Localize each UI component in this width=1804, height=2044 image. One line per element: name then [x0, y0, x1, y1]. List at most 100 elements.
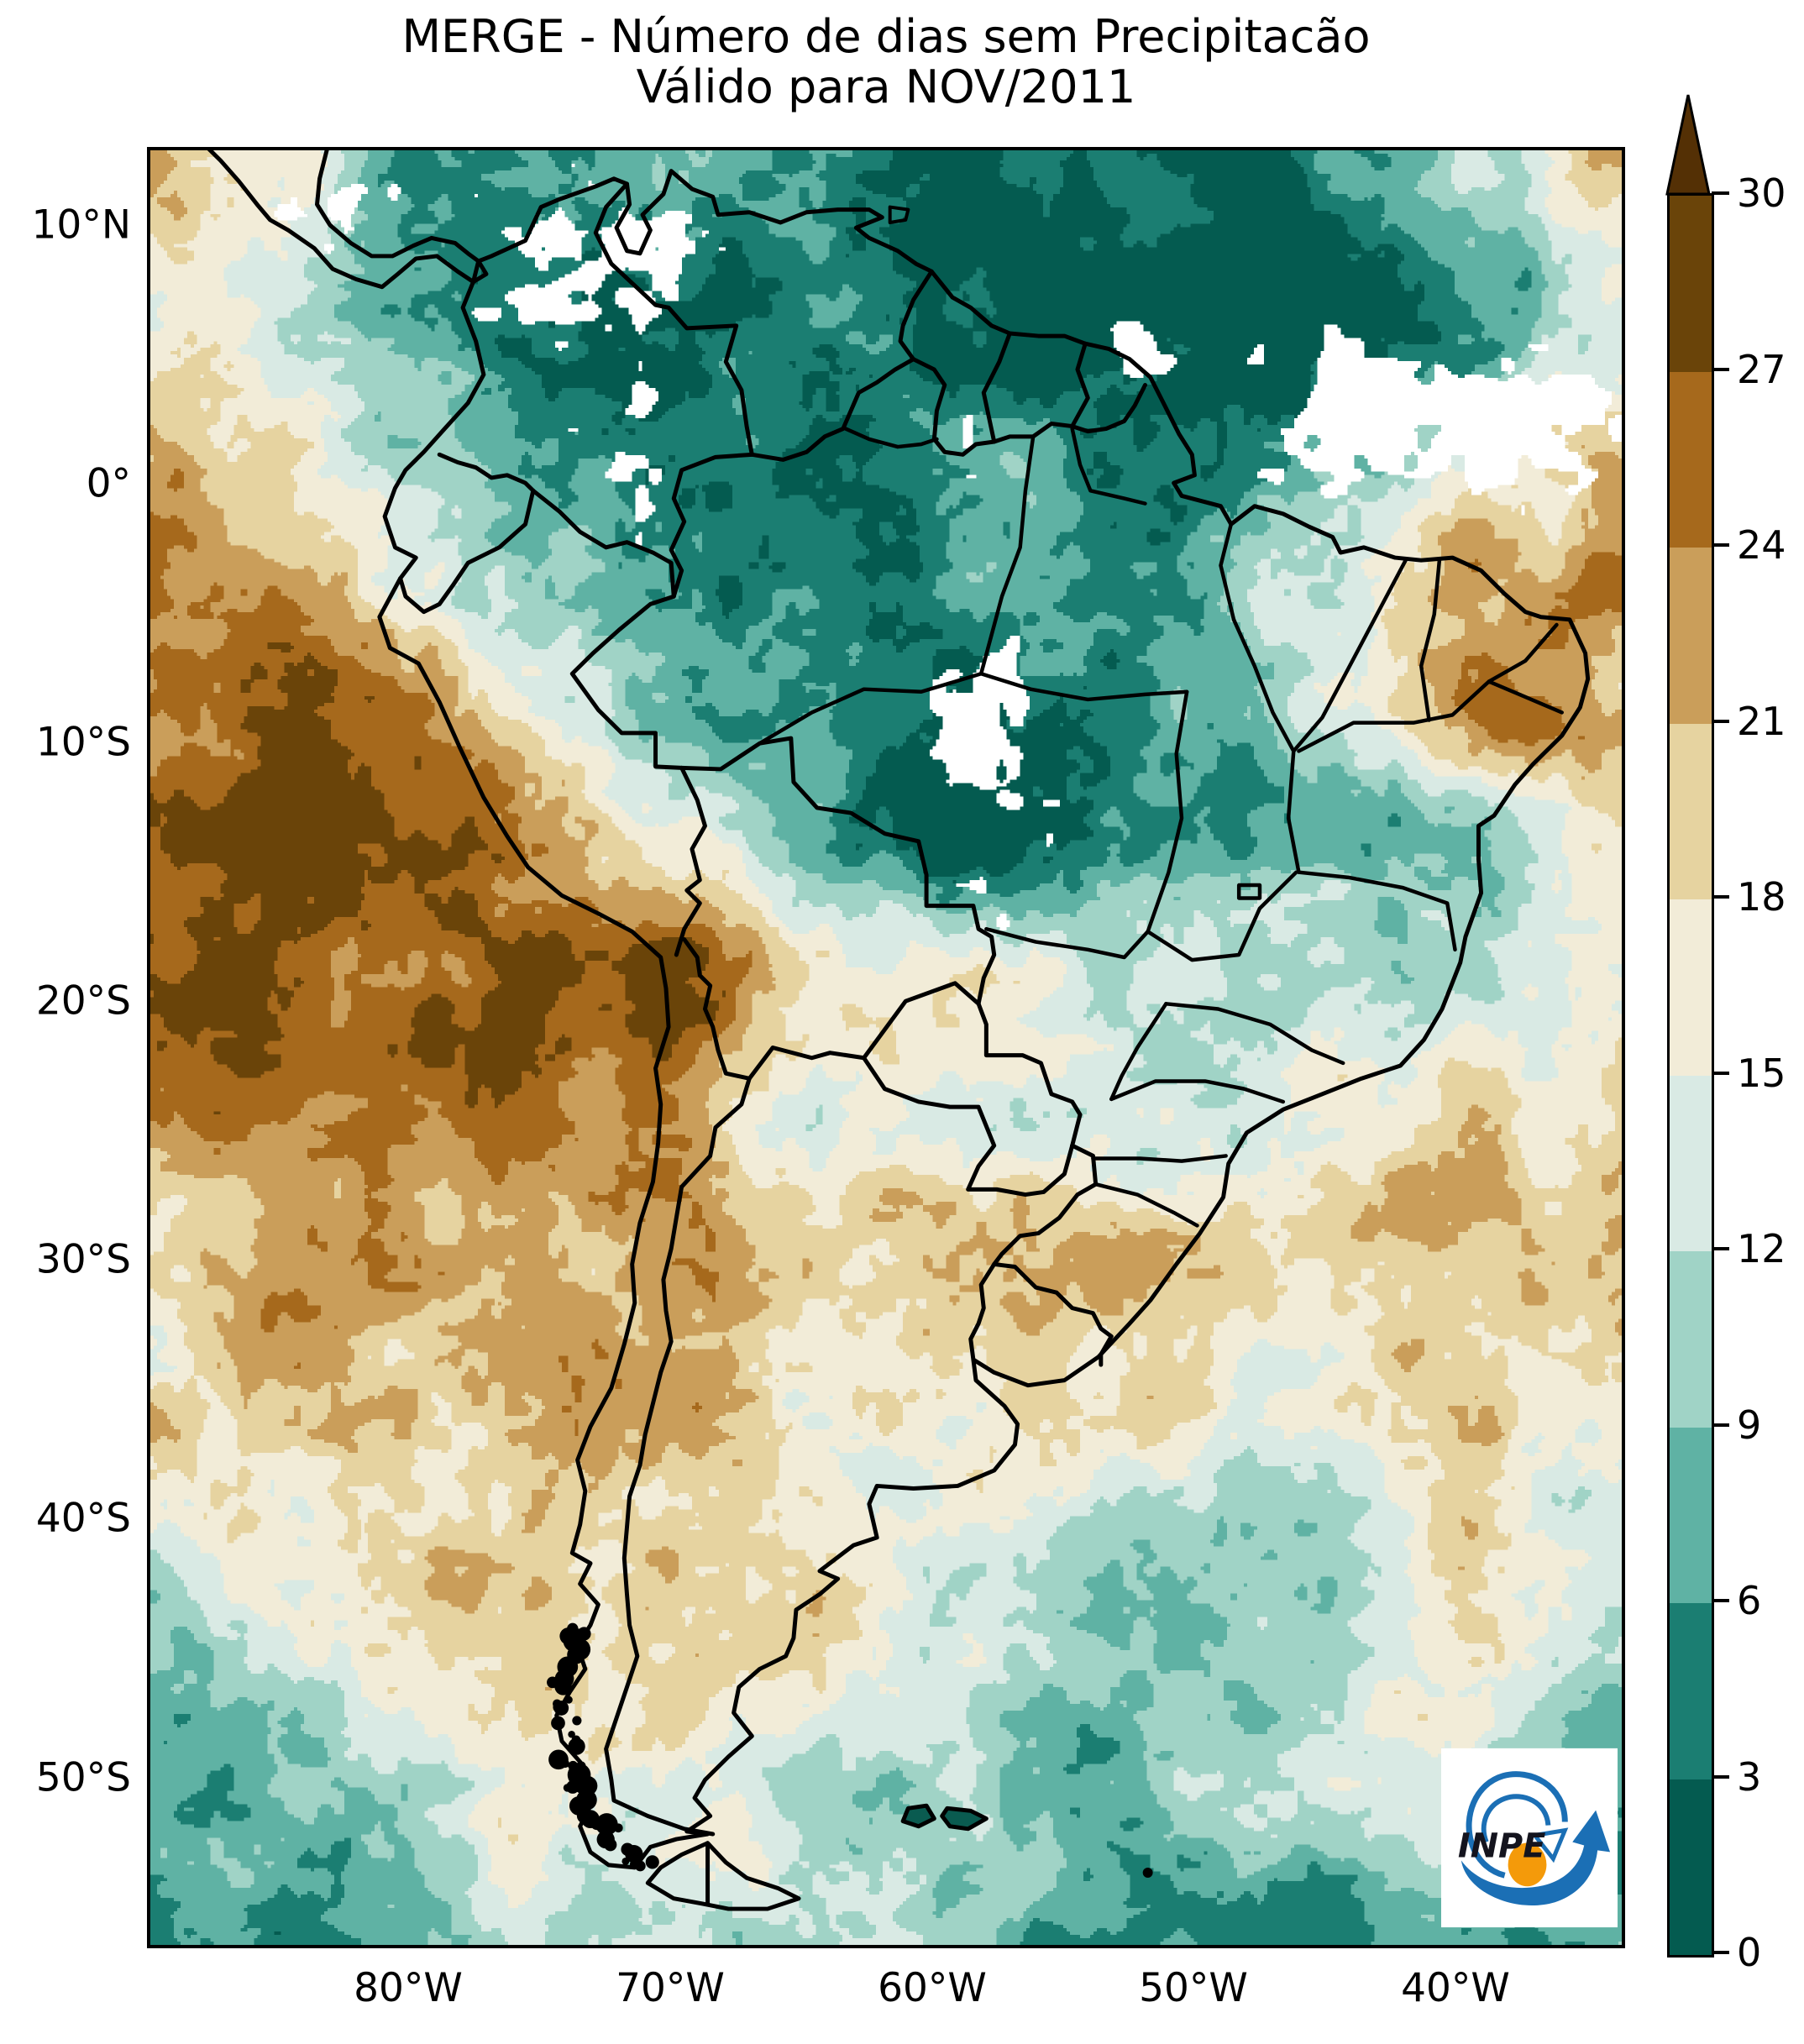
state-border [1419, 558, 1442, 722]
country-border [968, 1261, 997, 1362]
country-border [898, 269, 934, 362]
country-border [531, 488, 676, 599]
colorbar-extend-arrow [1665, 94, 1711, 196]
country-border [437, 452, 536, 493]
fjord-landmass-speckle [554, 1678, 572, 1695]
inpe-logo: INPE [1440, 1748, 1618, 1928]
central-america-pacific-coast [207, 150, 476, 290]
state-border [978, 672, 1189, 702]
fjord-landmass-speckle [553, 1701, 569, 1716]
fjord-landmass-speckle [634, 1860, 646, 1872]
fjord-landmass-speckle [568, 1737, 585, 1755]
colorbar-segment [1670, 548, 1712, 724]
lon-tick-label: 50°W [1139, 1965, 1248, 2011]
state-border [984, 926, 1150, 960]
country-border [911, 357, 1147, 457]
country-border [992, 1261, 1114, 1367]
colorbar-segment [1670, 371, 1712, 548]
country-border [862, 1056, 1075, 1198]
country-border [747, 1046, 867, 1081]
lon-tick-label: 80°W [354, 1965, 463, 2011]
state-border [1164, 1002, 1345, 1066]
fjord-landmass-speckle [559, 1627, 577, 1645]
colorbar-tick-mark [1712, 895, 1729, 899]
falkland-west-island [900, 1803, 936, 1829]
state-border [758, 672, 983, 746]
colorbar-segment [1670, 1603, 1712, 1779]
state-border [1109, 1079, 1286, 1104]
colorbar-tick-label: 3 [1737, 1753, 1762, 1800]
country-border [593, 181, 754, 457]
colorbar-tick-mark [1712, 1247, 1729, 1250]
precipitation-raster-canvas [150, 150, 1622, 1945]
country-border [679, 736, 997, 1006]
country-border [976, 1001, 1083, 1148]
fjord-landmass-speckle [613, 1823, 623, 1833]
lon-tick-label: 70°W [616, 1965, 725, 2011]
lat-tick-label: 10°S [35, 719, 131, 766]
colorbar-tick-label: 6 [1737, 1578, 1762, 1623]
lon-tick-label: 40°W [1401, 1965, 1510, 2011]
fjord-landmass-speckle [581, 1810, 600, 1829]
state-border [1292, 558, 1408, 753]
state-border [1109, 1002, 1168, 1102]
central-america-caribbean-coast [315, 150, 481, 264]
fjord-landmass-speckle [645, 1855, 659, 1869]
lat-tick-label: 40°S [35, 1495, 131, 1542]
colorbar-tick-mark [1712, 191, 1729, 195]
country-border [862, 981, 981, 1061]
state-border [1070, 427, 1147, 506]
fjord-landmass-speckle [604, 1838, 617, 1852]
fjord-landmass-speckle [551, 1716, 565, 1731]
colorbar-tick-mark [1712, 543, 1729, 547]
falkland-east-island [940, 1806, 989, 1832]
state-border [843, 427, 939, 449]
lat-tick-label: 30°S [35, 1236, 131, 1283]
fjord-landmass-speckle [621, 1857, 630, 1865]
borders-and-logo-overlay: INPE [207, 150, 1618, 1928]
colorbar-tick-mark [1712, 719, 1729, 723]
inpe-orange-dot [1508, 1842, 1547, 1887]
country-border [398, 488, 536, 615]
country-border [674, 765, 707, 957]
colorbar-tick-label: 30 [1737, 170, 1786, 216]
lat-tick-label: 10°N [31, 202, 131, 249]
figure-title-line1: MERGE - Número de dias sem Precipitacão [401, 10, 1371, 63]
fjord-landmass-speckle [566, 1780, 579, 1794]
lat-tick-label: 50°S [35, 1754, 131, 1801]
fjord-landmass-speckle [561, 1759, 570, 1769]
colorbar-tick-mark [1712, 1423, 1729, 1427]
state-border [1091, 1154, 1228, 1163]
small-island-dot [1142, 1868, 1153, 1879]
country-border [1070, 341, 1090, 429]
colorbar-segment [1670, 1075, 1712, 1251]
country-border [682, 937, 752, 1081]
colorbar-segment [1670, 1251, 1712, 1428]
fjord-landmass-speckle [625, 1845, 643, 1863]
colorbar-tick-label: 24 [1737, 522, 1786, 568]
tierra-del-fuego-outline [645, 1841, 801, 1911]
country-border [604, 1076, 752, 1837]
colorbar-tick-label: 21 [1737, 698, 1786, 744]
country-border [992, 1143, 1099, 1266]
state-border [978, 434, 1036, 676]
state-border [1219, 521, 1236, 622]
lat-tick-label: 0° [86, 460, 131, 507]
inpe-outer-swirl [1466, 1771, 1568, 1879]
state-border [1093, 1182, 1199, 1228]
inpe-swoosh-arrow [1461, 1810, 1611, 1906]
colorbar-tick-mark [1712, 1599, 1729, 1602]
fjord-landmass-speckle [595, 1813, 618, 1836]
country-border [569, 594, 684, 770]
colorbar-tick-label: 18 [1737, 874, 1786, 920]
state-border [1146, 870, 1298, 962]
country-border [749, 357, 916, 462]
colorbar-tick-label: 27 [1737, 346, 1786, 392]
colorbar-tick-label: 9 [1737, 1402, 1762, 1448]
colorbar-tick-label: 12 [1737, 1226, 1786, 1271]
fjord-landmass-speckle [572, 1716, 582, 1726]
trinidad-outline [888, 205, 910, 224]
country-border [981, 331, 1012, 444]
fjord-landmass-speckle [568, 1730, 575, 1738]
